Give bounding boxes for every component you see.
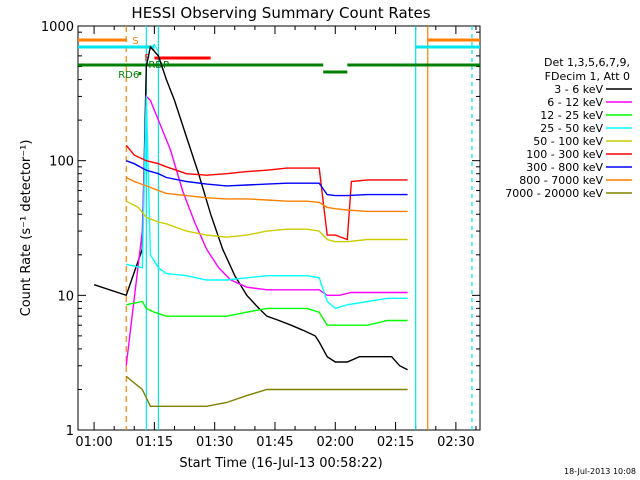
y-tick-label: 100 xyxy=(49,155,74,170)
x-tick-label: 01:15 xyxy=(136,435,173,450)
series-line-2 xyxy=(126,300,408,326)
series-line-1 xyxy=(125,94,408,366)
x-tick-label: 02:15 xyxy=(377,435,414,450)
plot-frame xyxy=(77,25,481,431)
legend-entry: 100 - 300 keV xyxy=(526,148,603,161)
legend-entry: 50 - 100 keV xyxy=(533,135,603,148)
x-axis-label: Start Time (16-Jul-13 00:58:22) xyxy=(179,456,382,471)
series-line-8 xyxy=(125,375,408,407)
y-tick-label: 10 xyxy=(57,289,74,304)
legend-entry: 3 - 6 keV xyxy=(554,83,603,96)
series-group xyxy=(93,45,408,407)
legend-header: FDecim 1, Att 0 xyxy=(545,70,630,83)
x-tick-label: 02:00 xyxy=(317,435,354,450)
x-tick-label: 02:30 xyxy=(437,435,474,450)
series-line-4 xyxy=(125,200,408,243)
y-axis-label: Count Rate (s⁻¹ detector⁻¹) xyxy=(19,140,34,317)
flag-label-rd6: RD6 xyxy=(118,70,139,81)
series-line-3 xyxy=(126,96,408,310)
series-line-6 xyxy=(125,160,408,197)
plot-area: 1 10 100 1000 01:00 01:15 01:30 01:45 02:00 02:15… xyxy=(41,20,481,450)
x-tick-label: 01:45 xyxy=(256,435,293,450)
legend-header: Det 1,3,5,6,7,9, xyxy=(544,56,630,69)
series-line-7 xyxy=(125,176,408,213)
flag-label-rdp: RDP xyxy=(148,60,169,71)
series-line-0 xyxy=(93,45,408,371)
series-line-5 xyxy=(125,144,408,241)
footer-date: 18-Jul-2013 10:08 xyxy=(564,467,636,476)
legend: Det 1,3,5,6,7,9,FDecim 1, Att 03 - 6 keV… xyxy=(505,56,632,200)
legend-entry: 25 - 50 keV xyxy=(540,122,603,135)
x-tick-label: 01:00 xyxy=(75,435,112,450)
y-tick-label: 1000 xyxy=(41,20,74,35)
y-tick-label: 1 xyxy=(66,424,74,439)
flag-dot xyxy=(138,72,142,75)
legend-entry: 6 - 12 keV xyxy=(547,96,603,109)
legend-entry: 300 - 800 keV xyxy=(526,161,603,174)
legend-entry: 800 - 7000 keV xyxy=(519,174,603,187)
x-tick-label: 01:30 xyxy=(196,435,233,450)
chart-title: HESSI Observing Summary Count Rates xyxy=(131,4,430,22)
flag-label-s: S xyxy=(132,36,138,47)
legend-entry: 12 - 25 keV xyxy=(540,109,603,122)
legend-entry: 7000 - 20000 keV xyxy=(505,187,603,200)
flag-label-n: N xyxy=(152,43,159,54)
